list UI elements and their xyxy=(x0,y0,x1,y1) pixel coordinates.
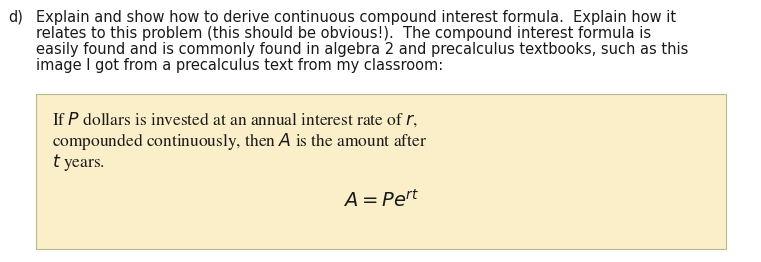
FancyBboxPatch shape xyxy=(36,94,726,249)
Text: d): d) xyxy=(8,10,23,25)
Text: easily found and is commonly found in algebra 2 and precalculus textbooks, such : easily found and is commonly found in al… xyxy=(36,42,689,57)
Text: If $P$ dollars is invested at an annual interest rate of $r$,: If $P$ dollars is invested at an annual … xyxy=(52,110,418,129)
Text: $t$ years.: $t$ years. xyxy=(52,152,105,173)
Text: image I got from a precalculus text from my classroom:: image I got from a precalculus text from… xyxy=(36,58,443,73)
Text: $A = Pe^{rt}$: $A = Pe^{rt}$ xyxy=(342,189,419,211)
Text: Explain and show how to derive continuous compound interest formula.  Explain ho: Explain and show how to derive continuou… xyxy=(36,10,676,25)
Text: relates to this problem (this should be obvious!).  The compound interest formul: relates to this problem (this should be … xyxy=(36,26,651,41)
Text: compounded continuously, then $A$ is the amount after: compounded continuously, then $A$ is the… xyxy=(52,131,427,152)
